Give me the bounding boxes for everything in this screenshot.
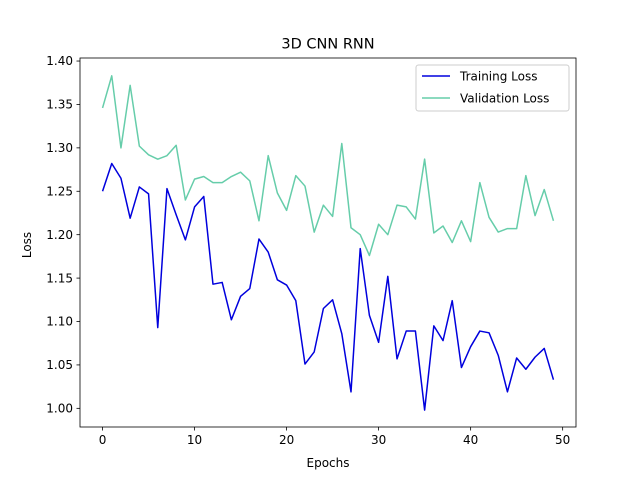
legend-entry-2: Validation Loss [460,91,549,105]
series-line-1 [101,162,555,411]
x-tick-label: 50 [555,433,570,447]
plot-frame [79,57,577,428]
y-tick-label: 1.35 [46,98,73,112]
y-tick-label: 1.10 [46,315,73,329]
plot-area [79,57,577,428]
chart-title: 3D CNN RNN [281,37,374,53]
y-tick-label: 1.05 [46,358,73,372]
y-tick-label: 1.15 [46,271,73,285]
legend-box [415,64,570,112]
x-axis: 0 10 20 30 40 50 [99,427,570,447]
y-axis-label: Loss [20,232,34,258]
x-tick-label: 20 [279,433,294,447]
x-axis-label: Epochs [307,456,350,470]
y-tick-label: 1.00 [46,402,73,416]
legend: Training Loss Validation Loss [415,64,570,112]
y-tick-label: 1.40 [46,54,73,68]
y-tick-label: 1.20 [46,228,73,242]
series-line-2 [101,75,555,257]
x-tick-label: 40 [463,433,478,447]
x-tick-label: 0 [99,433,107,447]
x-tick-label: 10 [187,433,202,447]
y-axis: 1.00 1.05 1.10 1.15 1.20 1.25 1.30 1.35 1.40 [46,54,80,416]
legend-entry-1: Training Loss [459,69,537,83]
x-tick-label: 30 [371,433,386,447]
y-tick-label: 1.25 [46,184,73,198]
y-tick-label: 1.30 [46,141,73,155]
